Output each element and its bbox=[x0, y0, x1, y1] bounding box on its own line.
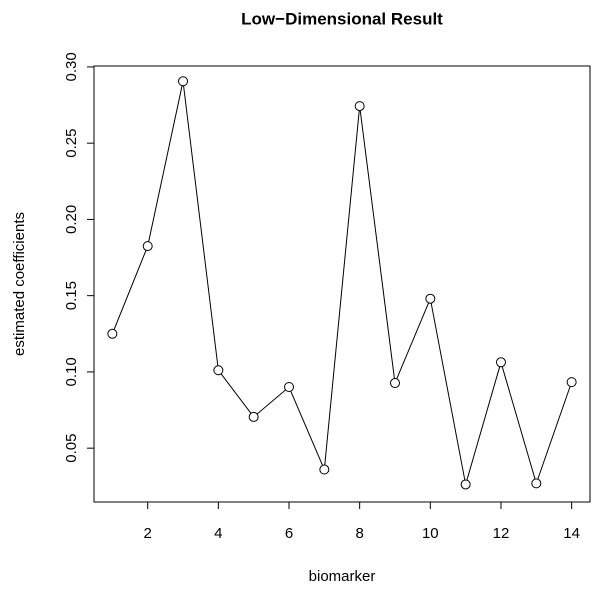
series-line bbox=[111, 81, 573, 486]
point bbox=[319, 464, 330, 475]
plot-box bbox=[93, 65, 591, 503]
point bbox=[248, 411, 259, 422]
point bbox=[107, 328, 118, 339]
point bbox=[284, 382, 295, 393]
y-tick-label: 0.05 bbox=[63, 434, 80, 463]
y-tick-label: 0.25 bbox=[63, 129, 80, 158]
point bbox=[354, 101, 365, 112]
y-tick-label: 0.20 bbox=[63, 205, 80, 234]
point bbox=[213, 365, 224, 376]
x-tick-label: 10 bbox=[422, 525, 439, 542]
point bbox=[495, 357, 506, 368]
x-axis-label: biomarker bbox=[309, 568, 376, 585]
x-tick-label: 8 bbox=[355, 525, 363, 542]
point bbox=[425, 293, 436, 304]
x-tick-label: 4 bbox=[214, 525, 222, 542]
point bbox=[178, 76, 189, 87]
y-tick-label: 0.10 bbox=[63, 357, 80, 386]
y-axis-label: estimated coefficients bbox=[11, 212, 28, 356]
y-tick-label: 0.30 bbox=[63, 52, 80, 81]
chart-title: Low−Dimensional Result bbox=[241, 9, 443, 28]
y-tick-label: 0.15 bbox=[63, 281, 80, 310]
point bbox=[531, 478, 542, 489]
x-tick-label: 14 bbox=[563, 525, 580, 542]
point bbox=[460, 479, 471, 490]
x-tick-label: 12 bbox=[493, 525, 510, 542]
point bbox=[566, 377, 577, 388]
x-tick-label: 2 bbox=[144, 525, 152, 542]
point bbox=[389, 378, 400, 389]
x-tick-label: 6 bbox=[285, 525, 293, 542]
point bbox=[142, 241, 153, 252]
